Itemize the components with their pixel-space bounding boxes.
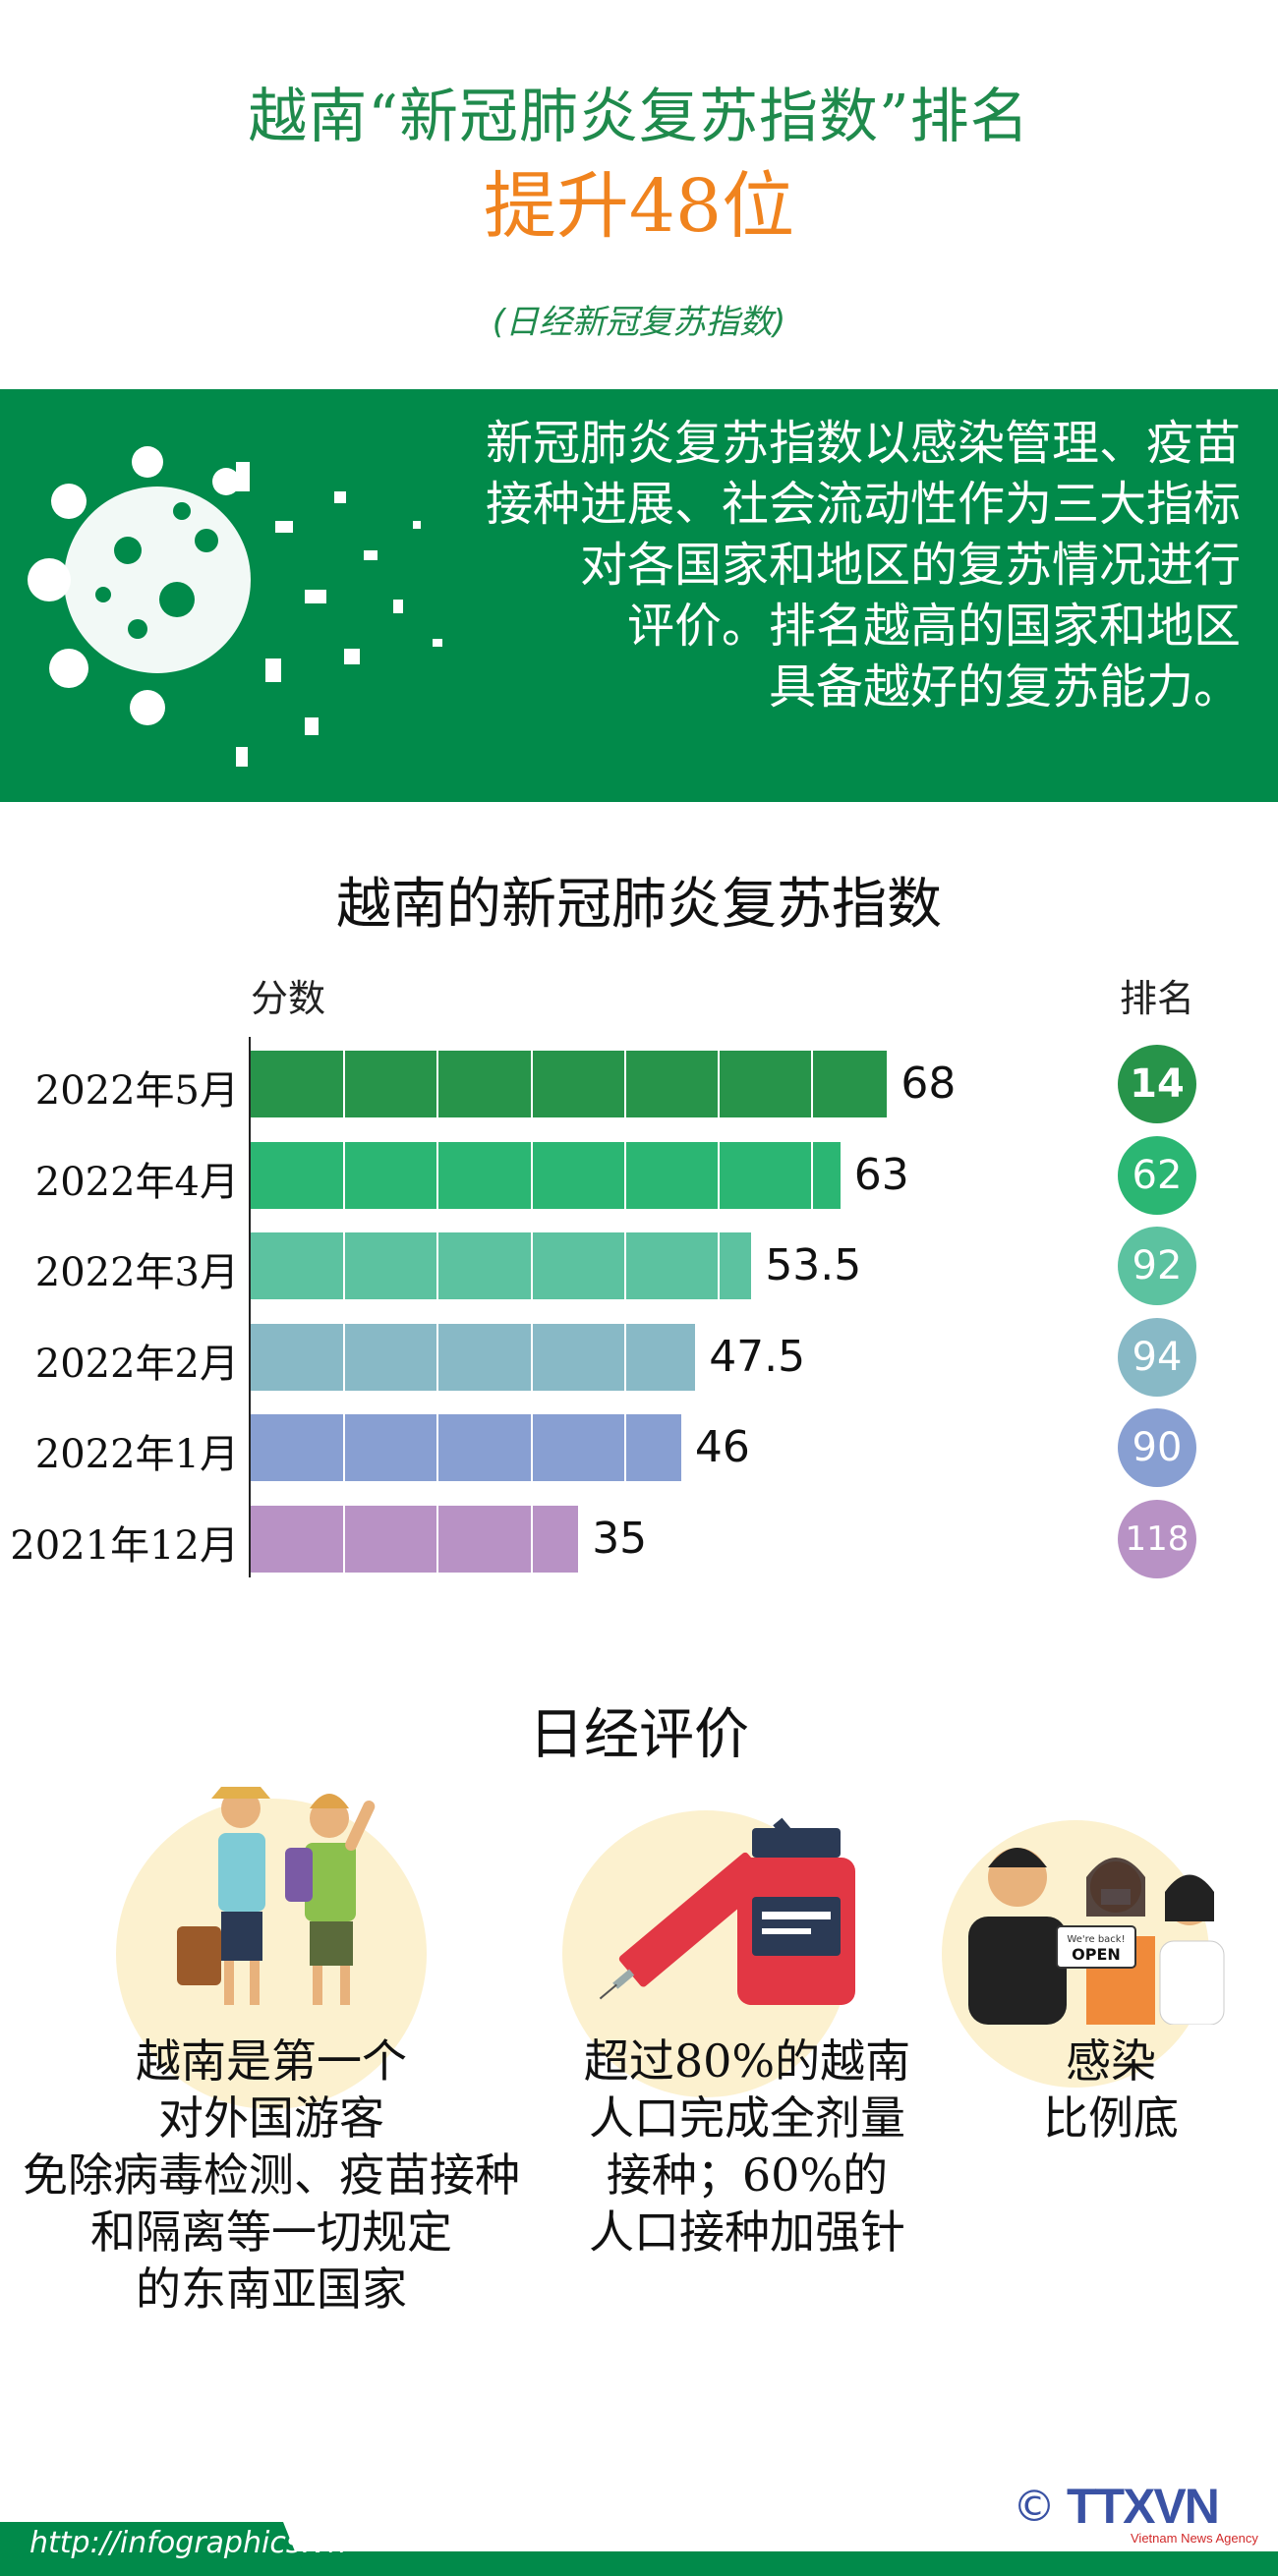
bar-segment-divider <box>343 1414 346 1481</box>
evaluation-line: 接种；60%的 <box>606 2148 889 2202</box>
bar-segment-divider <box>718 1051 720 1117</box>
bar-segment-divider <box>436 1414 439 1481</box>
bar <box>251 1505 579 1573</box>
chart-title: 越南的新冠肺炎复苏指数 <box>336 873 942 937</box>
rank-badge: 118 <box>1118 1499 1196 1578</box>
evaluation-title: 日经评价 <box>529 1703 749 1767</box>
category-label: 2022年1月 <box>34 1432 239 1477</box>
intro-line: 具备越好的复苏能力。 <box>768 659 1241 715</box>
evaluation-line: 超过80%的越南 <box>583 2034 911 2088</box>
tourists-illustration-bg <box>116 1799 427 2109</box>
bar-segment-divider <box>623 1051 626 1117</box>
category-label: 2022年5月 <box>34 1068 239 1114</box>
bar-segment-divider <box>530 1232 533 1299</box>
evaluation-line: 感染 <box>1066 2034 1156 2088</box>
evaluation-item-3: 感染 比例底 <box>963 2032 1258 2147</box>
bar <box>251 1323 696 1391</box>
intro-text: 新冠肺炎复苏指数以感染管理、疫苗 接种进展、社会流动性作为三大指标 对各国家和地… <box>356 413 1241 717</box>
subtitle: (日经新冠复苏指数) <box>492 303 786 342</box>
category-label: 2022年3月 <box>34 1250 239 1295</box>
svg-text:OPEN: OPEN <box>1072 1945 1121 1964</box>
rank-badge: 92 <box>1118 1227 1196 1305</box>
category-label: 2022年4月 <box>34 1159 239 1205</box>
bar-segment-divider <box>343 1323 346 1391</box>
evaluation-item-2: 超过80%的越南 人口完成全剂量 接种；60%的 人口接种加强针 <box>551 2032 944 2261</box>
rank-badge: 90 <box>1118 1408 1196 1487</box>
intro-line: 接种进展、社会流动性作为三大指标 <box>485 477 1241 532</box>
y-axis-line <box>249 1037 251 1577</box>
bar-segment-divider <box>530 1414 533 1481</box>
value-label: 53.5 <box>765 1240 862 1290</box>
bar-segment-divider <box>718 1232 720 1299</box>
bar <box>251 1232 752 1299</box>
intro-line: 新冠肺炎复苏指数以感染管理、疫苗 <box>485 416 1241 471</box>
bar-segment-divider <box>530 1051 533 1117</box>
bar-segment-divider <box>436 1141 439 1209</box>
bar-segment-divider <box>436 1505 439 1573</box>
value-label: 35 <box>592 1513 648 1564</box>
tourists-icon <box>177 1787 376 2005</box>
bar-segment-divider <box>343 1051 346 1117</box>
logo-text: TTXVN <box>1067 2479 1220 2534</box>
evaluation-line: 的东南亚国家 <box>136 2262 407 2316</box>
rank-badge: 94 <box>1118 1317 1196 1397</box>
bar-segment-divider <box>530 1141 533 1209</box>
footer-tab <box>0 2522 305 2576</box>
rank-badge: 14 <box>1118 1045 1196 1123</box>
value-label: 47.5 <box>709 1331 806 1382</box>
rank-badge: 62 <box>1118 1135 1196 1215</box>
bar-segment-divider <box>343 1141 346 1209</box>
bar <box>251 1051 888 1117</box>
bar-segment-divider <box>623 1323 626 1391</box>
rank-header: 排名 <box>1119 977 1194 1020</box>
bar-segment-divider <box>530 1323 533 1391</box>
x-axis-label: 分数 <box>251 977 326 1020</box>
bar-segment-divider <box>343 1505 346 1573</box>
value-label: 63 <box>853 1149 909 1200</box>
evaluation-item-1: 越南是第一个 对外国游客 免除病毒检测、疫苗接种 和隔离等一切规定 的东南亚国家 <box>0 2032 566 2318</box>
page-title: 越南“新冠肺炎复苏指数”排名 <box>248 83 1030 151</box>
value-label: 46 <box>694 1422 750 1472</box>
logo-subtitle: Vietnam News Agency <box>1131 2531 1258 2546</box>
bar <box>251 1414 681 1481</box>
footer-url-link[interactable]: http://infographics.vn <box>29 2526 347 2560</box>
value-label: 68 <box>900 1059 957 1109</box>
bar-segment-divider <box>811 1141 814 1209</box>
bar <box>251 1141 841 1209</box>
evaluation-line: 人口接种加强针 <box>589 2205 905 2259</box>
evaluation-line: 免除病毒检测、疫苗接种 <box>23 2148 520 2202</box>
bar-segment-divider <box>718 1141 720 1209</box>
virus-icon <box>28 446 442 767</box>
bar-segment-divider <box>436 1323 439 1391</box>
category-label: 2022年2月 <box>34 1341 239 1387</box>
bar-segment-divider <box>343 1232 346 1299</box>
evaluation-line: 比例底 <box>1043 2091 1179 2145</box>
reopening-people-icon: We're back! OPEN <box>968 1848 1225 2025</box>
page-title-highlight: 提升48位 <box>483 164 795 249</box>
bar-segment-divider <box>436 1051 439 1117</box>
evaluation-line: 人口完成全剂量 <box>589 2091 905 2145</box>
evaluation-line: 对外国游客 <box>158 2091 384 2145</box>
bar-segment-divider <box>623 1414 626 1481</box>
category-label: 2021年12月 <box>10 1522 239 1569</box>
bar-segment-divider <box>623 1232 626 1299</box>
evaluation-line: 和隔离等一切规定 <box>90 2205 452 2259</box>
svg-text:We're back!: We're back! <box>1067 1934 1125 1945</box>
vaccine-icon <box>599 1817 855 2005</box>
intro-line: 评价。排名越高的国家和地区 <box>626 599 1241 654</box>
bar-segment-divider <box>530 1505 533 1573</box>
intro-line: 对各国家和地区的复苏情况进行 <box>579 538 1241 593</box>
bar-segment-divider <box>623 1141 626 1209</box>
bar-segment-divider <box>811 1051 814 1117</box>
evaluation-line: 越南是第一个 <box>136 2034 407 2088</box>
copyright-icon: © <box>1013 2482 1056 2532</box>
bar-segment-divider <box>436 1232 439 1299</box>
